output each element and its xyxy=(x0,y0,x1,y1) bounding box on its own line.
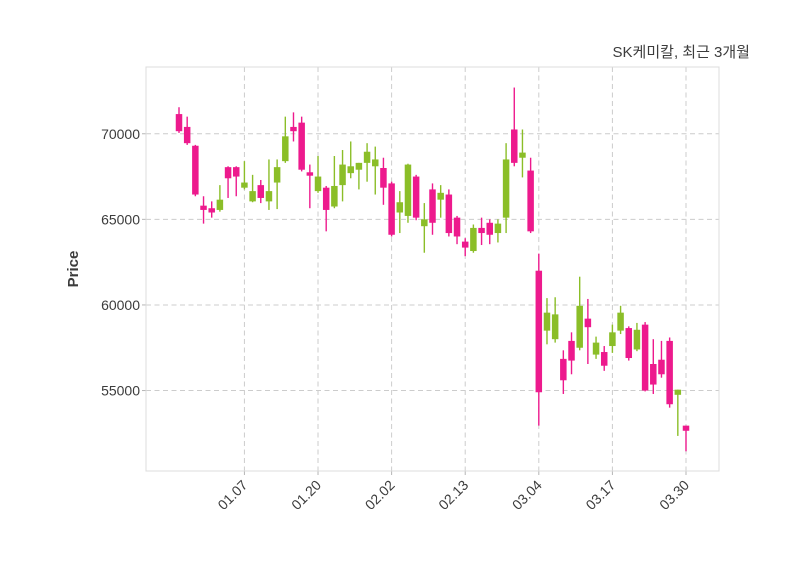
candle-body xyxy=(609,332,616,347)
x-tick-label: 02.13 xyxy=(435,477,471,513)
plot-border xyxy=(145,66,720,472)
candle-body xyxy=(216,199,224,210)
x-tick-label: 03.17 xyxy=(582,477,618,513)
candle-body xyxy=(535,270,543,393)
candle-body xyxy=(527,170,534,232)
candle-body xyxy=(347,166,354,174)
candle-body xyxy=(674,389,682,395)
candle-body xyxy=(273,167,281,183)
grid-layer xyxy=(146,67,719,471)
candle-body xyxy=(478,227,485,234)
y-tick-label: 65000 xyxy=(101,211,140,227)
candle-layer xyxy=(175,87,690,452)
candle-body xyxy=(641,324,649,391)
candle-body xyxy=(322,187,330,210)
chart-title: SK케미칼, 최근 3개월 xyxy=(613,44,750,61)
y-axis-label: Price xyxy=(65,251,82,288)
candle-body xyxy=(290,126,297,132)
candle-body xyxy=(633,329,641,350)
candle-body xyxy=(224,167,232,179)
candle-body xyxy=(183,126,191,144)
candle-body xyxy=(331,185,338,207)
candle-body xyxy=(600,352,608,366)
candle-body xyxy=(249,191,256,202)
y-tick-label: 55000 xyxy=(101,383,140,399)
candle-body xyxy=(241,182,248,188)
y-tick-label: 60000 xyxy=(101,297,140,313)
candle-body xyxy=(494,223,502,234)
candle-body xyxy=(396,202,404,213)
candle-body xyxy=(404,164,412,216)
candle-body xyxy=(658,359,665,375)
candle-body xyxy=(445,194,453,234)
candle-body xyxy=(257,185,265,198)
candle-body xyxy=(519,152,526,158)
candle-body xyxy=(200,205,207,210)
candle-body xyxy=(437,192,444,200)
candle-body xyxy=(363,151,371,163)
candle-body xyxy=(461,241,469,248)
candle-body xyxy=(355,162,363,170)
candle-body xyxy=(339,164,346,186)
candle-body xyxy=(592,342,600,355)
y-tick-label: 70000 xyxy=(101,126,140,142)
candle-body xyxy=(453,217,461,237)
candle-body xyxy=(208,208,215,213)
candle-body xyxy=(650,364,657,385)
candle-body xyxy=(388,183,395,235)
candle-body xyxy=(429,189,436,223)
candle-body xyxy=(306,172,314,176)
candle-body xyxy=(486,222,493,235)
x-tick-label: 01.20 xyxy=(288,477,324,513)
x-tick-label: 02.02 xyxy=(362,477,398,513)
candle-body xyxy=(298,122,305,170)
candle-body xyxy=(682,425,690,431)
candle-body xyxy=(560,358,567,381)
x-tick-label: 03.04 xyxy=(509,477,545,513)
candle-body xyxy=(380,168,387,188)
candle-body xyxy=(551,314,559,340)
candle-body xyxy=(232,167,240,177)
candle-body xyxy=(282,136,289,162)
candle-body xyxy=(584,318,592,328)
candle-body xyxy=(617,312,624,331)
x-tick-label: 01.07 xyxy=(214,477,250,513)
candle-body xyxy=(470,227,477,252)
candle-body xyxy=(625,328,633,359)
candle-body xyxy=(372,159,379,167)
candle-body xyxy=(412,176,420,218)
candle-body xyxy=(502,159,510,218)
candle-body xyxy=(568,340,575,361)
candle-body xyxy=(543,312,551,331)
candle-body xyxy=(511,129,518,163)
candle-body xyxy=(175,114,183,132)
candle-body xyxy=(666,340,673,405)
x-tick-label: 03.30 xyxy=(656,477,692,513)
candle-body xyxy=(265,191,273,202)
candle-body xyxy=(421,219,428,227)
candle-body xyxy=(314,176,322,192)
candle-body xyxy=(576,305,583,348)
candle-body xyxy=(192,145,199,195)
